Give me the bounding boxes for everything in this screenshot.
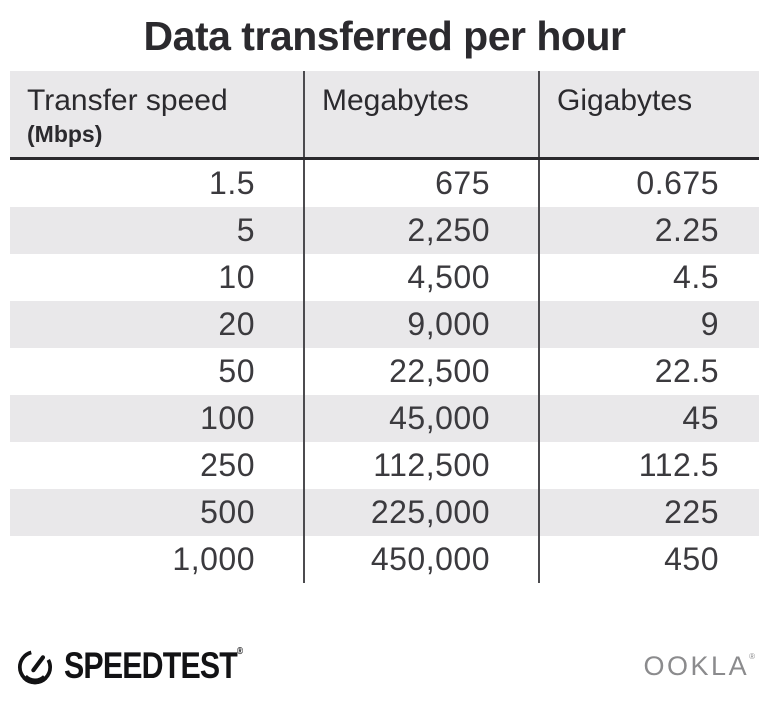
- gigabytes-cell: 45: [538, 395, 759, 442]
- table-row: 100 45,000 45: [10, 395, 759, 442]
- transfer-speed-cell: 1,000: [172, 541, 255, 577]
- speedtest-gauge-icon: [17, 650, 53, 685]
- col-header-unit: (Mbps): [27, 121, 103, 147]
- table-row: 10 4,500 4.5: [10, 254, 759, 301]
- transfer-speed-cell: 10: [218, 259, 255, 295]
- table-row: 50 22,500 22.5: [10, 348, 759, 395]
- transfer-speed-cell: 500: [200, 494, 255, 530]
- data-table: Transfer speed (Mbps) Megabytes Gigabyte…: [10, 71, 759, 583]
- table-row: 1,000 450,000 450: [10, 536, 759, 583]
- gigabytes-cell: 4.5: [538, 254, 759, 301]
- megabytes-cell: 675: [303, 160, 538, 207]
- col-header-megabytes: Megabytes: [303, 71, 538, 157]
- megabytes-cell: 22,500: [303, 348, 538, 395]
- transfer-speed-cell: 5: [236, 212, 255, 248]
- table-row: 1.5 675 0.675: [10, 160, 759, 207]
- speedtest-wordmark: SPEEDTEST®: [64, 645, 243, 687]
- transfer-speed-cell: 1.5: [209, 165, 255, 201]
- col-header-label: Megabytes: [322, 84, 469, 117]
- col-header-transfer-speed: Transfer speed (Mbps): [10, 71, 303, 157]
- speedtest-label: SPEEDTEST: [64, 645, 238, 686]
- registered-mark-icon: ®: [237, 646, 244, 657]
- col-header-label: Gigabytes: [557, 84, 693, 117]
- gigabytes-cell: 450: [538, 536, 759, 583]
- megabytes-cell: 9,000: [303, 301, 538, 348]
- table-row: 20 9,000 9: [10, 301, 759, 348]
- gigabytes-cell: 2.25: [538, 207, 759, 254]
- gigabytes-cell: 22.5: [538, 348, 759, 395]
- megabytes-cell: 225,000: [303, 489, 538, 536]
- megabytes-cell: 45,000: [303, 395, 538, 442]
- col-header-label: Transfer speed: [27, 84, 228, 117]
- megabytes-cell: 2,250: [303, 207, 538, 254]
- transfer-speed-cell: 50: [218, 353, 255, 389]
- gigabytes-cell: 112.5: [538, 442, 759, 489]
- page-title: Data transferred per hour: [143, 13, 626, 59]
- megabytes-cell: 4,500: [303, 254, 538, 301]
- col-header-gigabytes: Gigabytes: [538, 71, 759, 157]
- table-header-row: Transfer speed (Mbps) Megabytes Gigabyte…: [10, 71, 759, 160]
- table-row: 250 112,500 112.5: [10, 442, 759, 489]
- speedtest-logo: SPEEDTEST®: [14, 645, 282, 687]
- infographic: Data transferred per hour Transfer speed…: [0, 14, 769, 689]
- transfer-speed-cell: 100: [200, 400, 255, 436]
- gigabytes-cell: 0.675: [538, 160, 759, 207]
- registered-mark-icon: ®: [749, 651, 755, 661]
- footer: SPEEDTEST® OOKLA®: [14, 643, 755, 689]
- ookla-label: OOKLA: [643, 650, 750, 681]
- megabytes-cell: 112,500: [303, 442, 538, 489]
- megabytes-cell: 450,000: [303, 536, 538, 583]
- table-row: 500 225,000 225: [10, 489, 759, 536]
- transfer-speed-cell: 250: [200, 447, 255, 483]
- transfer-speed-cell: 20: [218, 306, 255, 342]
- gigabytes-cell: 225: [538, 489, 759, 536]
- table-row: 5 2,250 2.25: [10, 207, 759, 254]
- ookla-logo: OOKLA®: [644, 651, 755, 682]
- gigabytes-cell: 9: [538, 301, 759, 348]
